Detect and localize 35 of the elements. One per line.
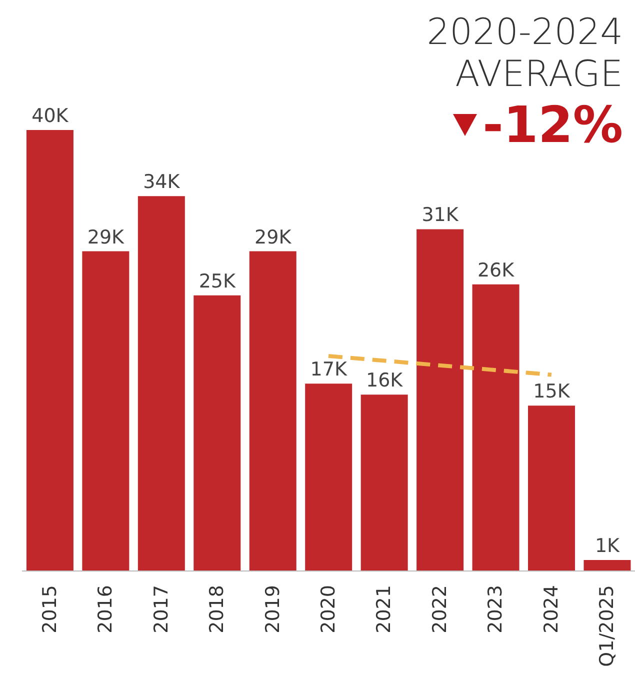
data-label: 1K	[594, 534, 620, 557]
bar	[472, 284, 520, 571]
x-tick-label: 2021	[373, 585, 396, 634]
bar	[416, 229, 464, 571]
bar	[26, 130, 74, 571]
bar	[528, 406, 576, 571]
data-label: 29K	[254, 226, 292, 248]
data-label: 40K	[32, 105, 69, 127]
x-tick-label: 2022	[428, 585, 451, 634]
x-tick-label: 2024	[540, 585, 562, 634]
x-tick-label: 2023	[484, 585, 507, 634]
x-tick-label: 2018	[206, 585, 228, 634]
data-label: 29K	[87, 226, 125, 248]
bar	[249, 251, 296, 571]
x-tick-label: 2015	[38, 585, 61, 634]
bar	[82, 251, 130, 571]
data-label: 16K	[366, 370, 404, 392]
chart-title: 2020-2024 AVERAGE	[426, 12, 623, 96]
bar	[138, 196, 185, 571]
bar	[360, 394, 408, 571]
bar	[194, 295, 241, 571]
data-label: 31K	[422, 204, 459, 226]
x-tick-label: 2019	[262, 585, 284, 634]
data-label: 34K	[143, 171, 180, 194]
data-label: 25K	[198, 270, 236, 292]
x-tick-label: 2017	[150, 585, 172, 634]
x-tick-label: 2020	[318, 585, 340, 634]
data-label: 26K	[477, 259, 515, 282]
x-tick-label: 2016	[94, 585, 117, 634]
data-label: 17K	[310, 358, 348, 381]
bar	[305, 384, 352, 571]
x-tick-label: Q1/2025	[596, 585, 618, 667]
annotation: -12%	[482, 96, 623, 154]
bar	[584, 560, 631, 571]
data-label: 15K	[533, 380, 570, 403]
